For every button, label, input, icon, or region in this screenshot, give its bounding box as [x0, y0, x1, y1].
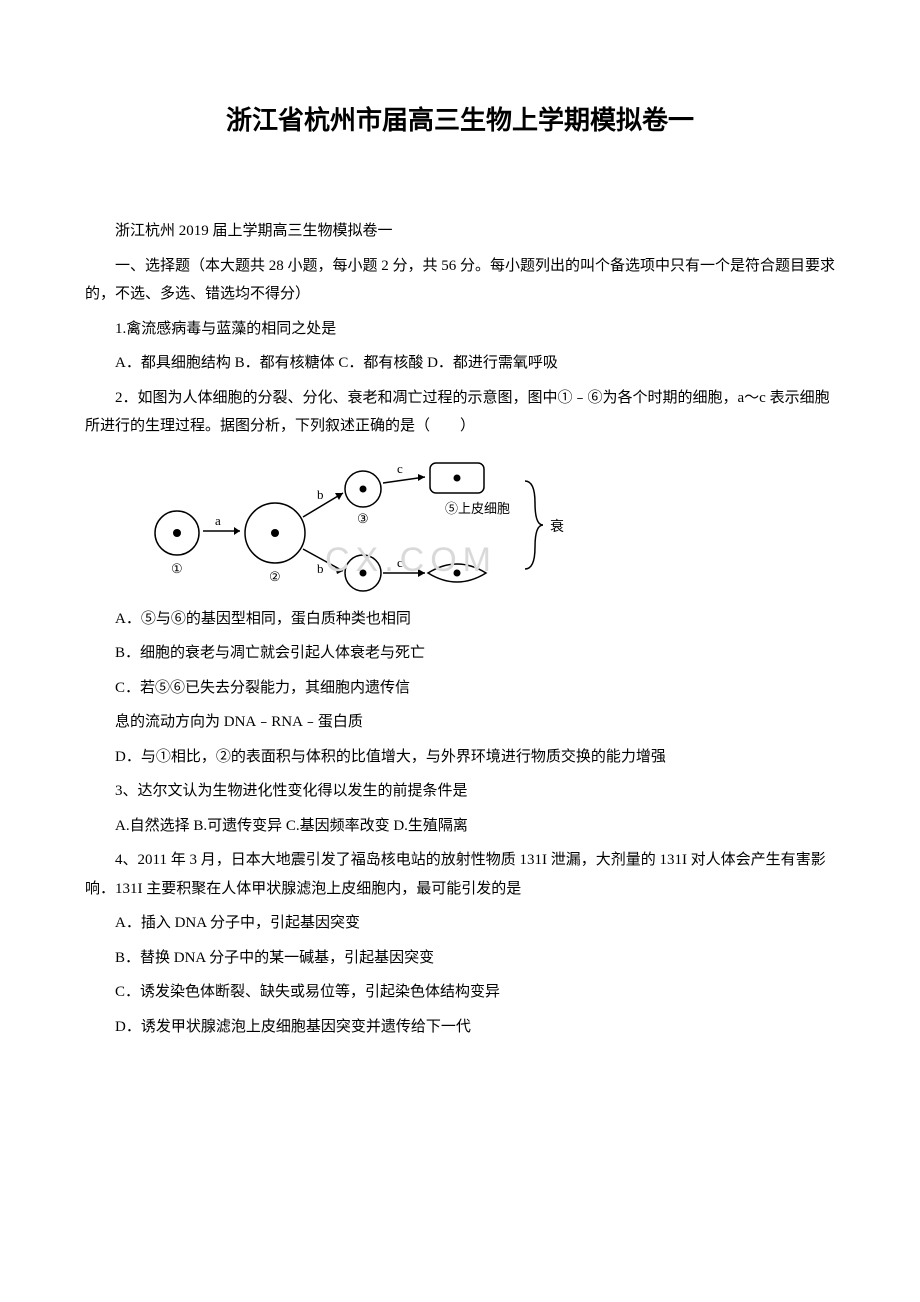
q2-optA: A．⑤与⑥的基因型相同，蛋白质种类也相同	[85, 605, 835, 634]
label-b-1: b	[317, 487, 324, 502]
watermark: CX.COM	[325, 541, 497, 580]
label-a: a	[215, 513, 221, 528]
intro-text: 浙江杭州 2019 届上学期高三生物模拟卷一	[85, 217, 835, 246]
q4-optC: C．诱发染色体断裂、缺失或易位等，引起染色体结构变异	[85, 978, 835, 1007]
label-3: ③	[357, 511, 369, 526]
q4-optA: A．插入 DNA 分子中，引起基因突变	[85, 909, 835, 938]
q2-text: 2．如图为人体细胞的分裂、分化、衰老和凋亡过程的示意图，图中①﹣⑥为各个时期的细…	[85, 384, 835, 441]
document-title: 浙江省杭州市届高三生物上学期模拟卷一	[85, 100, 835, 137]
q4-text: 4、2011 年 3 月，日本大地震引发了福岛核电站的放射性物质 131I 泄漏…	[85, 846, 835, 903]
q2-optB: B．细胞的衰老与凋亡就会引起人体衰老与死亡	[85, 639, 835, 668]
label-c-1: c	[397, 461, 403, 476]
label-b-2: b	[317, 561, 324, 576]
q3-options: A.自然选择 B.可遗传变异 C.基因频率改变 D.生殖隔离	[85, 812, 835, 841]
q4-optB: B．替换 DNA 分子中的某一碱基，引起基因突变	[85, 944, 835, 973]
q2-optC: C．若⑤⑥已失去分裂能力，其细胞内遗传信	[85, 674, 835, 703]
q3-text: 3、达尔文认为生物进化性变化得以发生的前提条件是	[85, 777, 835, 806]
q2-optC2: 息的流动方向为 DNA﹣RNA﹣蛋白质	[85, 708, 835, 737]
label-2: ②	[269, 569, 281, 584]
q4-optD: D．诱发甲状腺滤泡上皮细胞基因突变并遗传给下一代	[85, 1013, 835, 1042]
q2-diagram: a b b ③ c c ⑤上皮细胞 ①	[145, 453, 835, 593]
label-5: ⑤上皮细胞	[445, 501, 510, 516]
label-1: ①	[171, 561, 183, 576]
q1-options: A．都具细胞结构 B．都有核糖体 C．都有核酸 D．都进行需氧呼吸	[85, 349, 835, 378]
section-header: 一、选择题（本大题共 28 小题，每小题 2 分，共 56 分。每小题列出的叫个…	[85, 252, 835, 309]
q2-optD: D．与①相比，②的表面积与体积的比值增大，与外界环境进行物质交换的能力增强	[85, 743, 835, 772]
label-shuai: 衰	[550, 518, 564, 535]
q1-text: 1.禽流感病毒与蓝藻的相同之处是	[85, 315, 835, 344]
